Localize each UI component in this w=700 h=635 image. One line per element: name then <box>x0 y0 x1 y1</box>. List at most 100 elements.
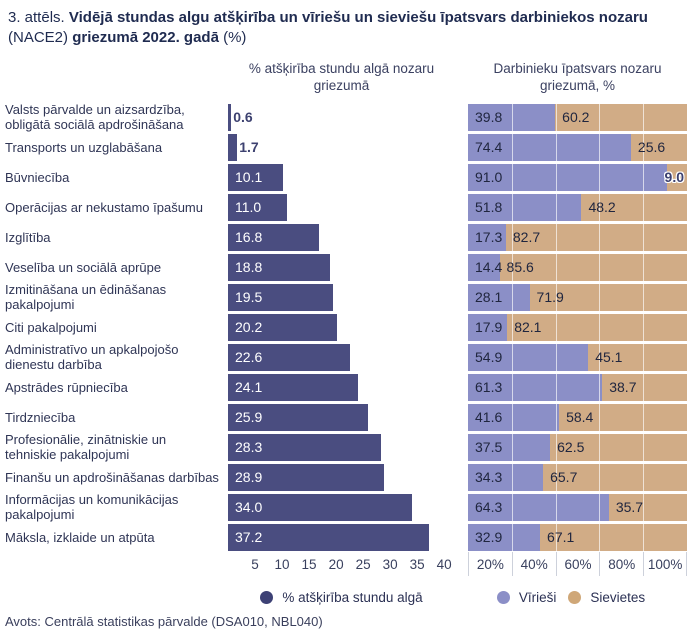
paygap-plot-cell: 18.8 <box>228 252 455 282</box>
share-plot-cell: 37.5 62.5 <box>468 432 687 462</box>
panel-gap <box>455 372 468 402</box>
paygap-bar <box>228 313 338 341</box>
men-value-label: 41.6 <box>475 409 503 425</box>
gridline <box>643 433 645 461</box>
men-value-label: 17.9 <box>475 319 503 335</box>
women-value-label: 48.2 <box>588 199 616 215</box>
gridline <box>643 253 645 281</box>
paygap-plot-cell: 37.2 <box>228 522 455 552</box>
panel-gap <box>455 462 468 492</box>
panel-gap <box>455 432 468 462</box>
men-segment <box>468 133 631 161</box>
gridline <box>511 253 513 281</box>
paygap-bar <box>228 163 283 191</box>
legend-paygap-label: % atšķirība stundu algā <box>282 589 423 605</box>
paygap-bar <box>228 223 319 251</box>
paygap-value-label: 20.2 <box>235 319 263 335</box>
gridline <box>511 403 513 431</box>
legend-women-label: Sievietes <box>590 589 646 605</box>
gridline <box>643 403 645 431</box>
women-segment <box>550 433 687 461</box>
legend-left: % atšķirība stundu algā <box>228 586 455 608</box>
share-plot-cell: 54.9 45.1 <box>468 342 687 372</box>
category-label: Operācijas ar nekustamo īpašumu <box>5 199 203 215</box>
men-value-label: 54.9 <box>475 349 503 365</box>
gridline <box>555 193 557 221</box>
panel-gap <box>455 342 468 372</box>
men-segment <box>468 403 560 431</box>
women-segment <box>499 253 687 281</box>
gridline <box>511 133 513 161</box>
panel-gap <box>455 102 468 132</box>
share-plot-cell: 39.8 60.2 <box>468 102 687 132</box>
men-value-label: 34.3 <box>475 469 503 485</box>
right-panel-header: Darbinieku īpatsvars nozaru griezumā, % <box>493 61 662 93</box>
chart-row: Tirdzniecība 25.9 41.6 58.4 <box>5 402 692 432</box>
men-segment <box>468 373 603 401</box>
paygap-plot-cell: 20.2 <box>228 312 455 342</box>
share-plot-cell: 28.1 71.9 <box>468 282 687 312</box>
gridline <box>599 223 601 251</box>
share-plot-cell: 14.4 85.6 <box>468 252 687 282</box>
women-value-label: 58.4 <box>566 409 594 425</box>
men-value-label: 51.8 <box>475 199 503 215</box>
chart-row: Izmitināšana un ēdināšanas pakalpojumi 19… <box>5 282 692 312</box>
women-segment <box>559 403 687 431</box>
women-segment <box>505 223 687 251</box>
paygap-value-label: 28.3 <box>235 439 263 455</box>
gridline <box>511 463 513 491</box>
women-segment <box>608 493 687 521</box>
paygap-plot-cell: 19.5 <box>228 282 455 312</box>
paygap-value-label: 34.0 <box>235 499 263 515</box>
paygap-bar <box>228 463 385 491</box>
paygap-bar <box>228 493 412 521</box>
gridline <box>599 193 601 221</box>
left-axis-tick: 10 <box>274 557 290 572</box>
men-segment <box>468 223 506 251</box>
left-axis-tick: 35 <box>409 557 425 572</box>
paygap-plot-cell: 34.0 <box>228 492 455 522</box>
left-axis-tick: 25 <box>355 557 371 572</box>
panel-gap <box>455 402 468 432</box>
gridline <box>555 493 557 521</box>
paygap-value-label: 28.9 <box>235 469 263 485</box>
right-axis-tick: 100% <box>643 552 687 576</box>
men-segment <box>468 493 609 521</box>
men-value-label: 91.0 <box>475 169 503 185</box>
right-axis-tick: 40% <box>511 552 556 576</box>
title-regular-2: (%) <box>218 29 247 46</box>
men-value-label: 17.3 <box>475 229 503 245</box>
gridline <box>599 463 601 491</box>
paygap-legend-marker-icon <box>260 590 274 604</box>
category-label: Valsts pārvalde un aizsardzība, obligātā… <box>5 102 185 132</box>
panel-gap <box>455 192 468 222</box>
source-note: Avots: Centrālā statistikas pārvalde (DS… <box>5 614 323 629</box>
left-axis-tick: 20 <box>328 557 344 572</box>
men-segment <box>468 433 551 461</box>
share-plot-cell: 32.9 67.1 <box>468 522 687 552</box>
gridline <box>643 133 645 161</box>
category-label: Informācijas un komunikācijas pakalpojum… <box>5 492 179 522</box>
gridline <box>643 463 645 491</box>
share-plot-cell: 41.6 58.4 <box>468 402 687 432</box>
paygap-plot-cell: 11.0 <box>228 192 455 222</box>
gridline <box>555 343 557 371</box>
women-value-label: 45.1 <box>595 349 623 365</box>
women-value-label: 82.7 <box>512 229 541 245</box>
women-value-label: 67.1 <box>547 529 575 545</box>
gridline <box>555 463 557 491</box>
gridline <box>599 283 601 311</box>
right-axis-tick: 80% <box>599 552 643 576</box>
gridline <box>643 493 645 521</box>
gridline <box>555 523 557 551</box>
men-segment <box>468 523 541 551</box>
paygap-value-label: 16.8 <box>235 229 263 245</box>
men-value-label: 14.4 <box>475 259 503 275</box>
paygap-bar <box>228 373 359 401</box>
men-segment <box>468 163 668 191</box>
gridline <box>511 103 513 131</box>
paygap-bar <box>228 133 238 161</box>
share-plot-cell: 17.3 82.7 <box>468 222 687 252</box>
chart-rows: Valsts pārvalde un aizsardzība, obligātā… <box>5 102 692 552</box>
